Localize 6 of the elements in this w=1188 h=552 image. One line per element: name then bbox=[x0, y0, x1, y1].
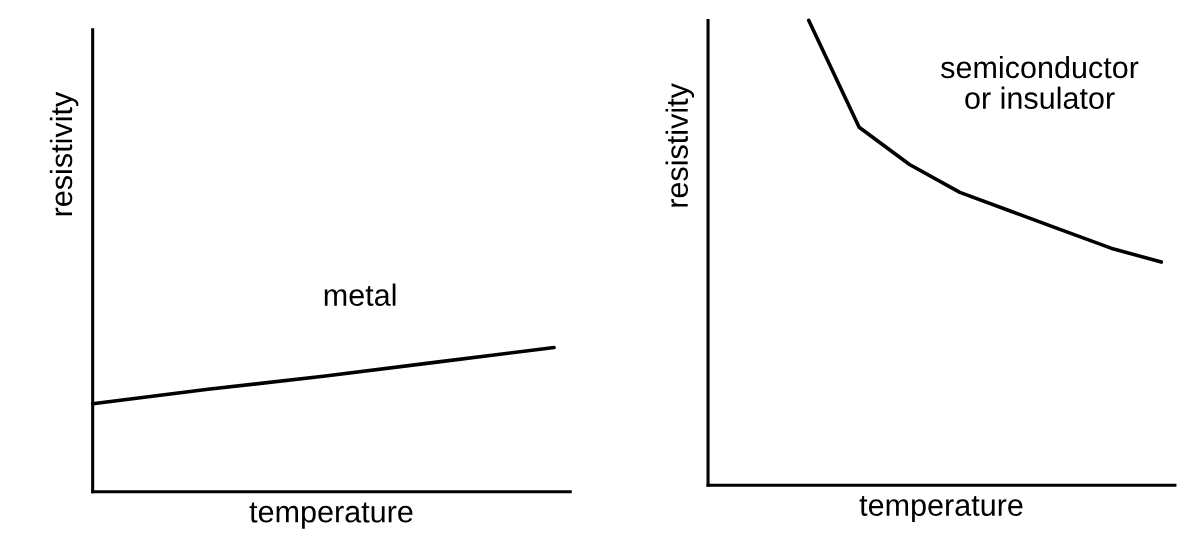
text: metal bbox=[324, 283, 396, 306]
y-axis-title: resistivity bbox=[49, 91, 79, 216]
y-axis-title: resistivity bbox=[665, 83, 695, 207]
annotation: semiconductor or insulator bbox=[941, 55, 1139, 110]
x-axis-title: temperature bbox=[859, 495, 1023, 523]
x-axis-title: temperature bbox=[249, 502, 413, 529]
